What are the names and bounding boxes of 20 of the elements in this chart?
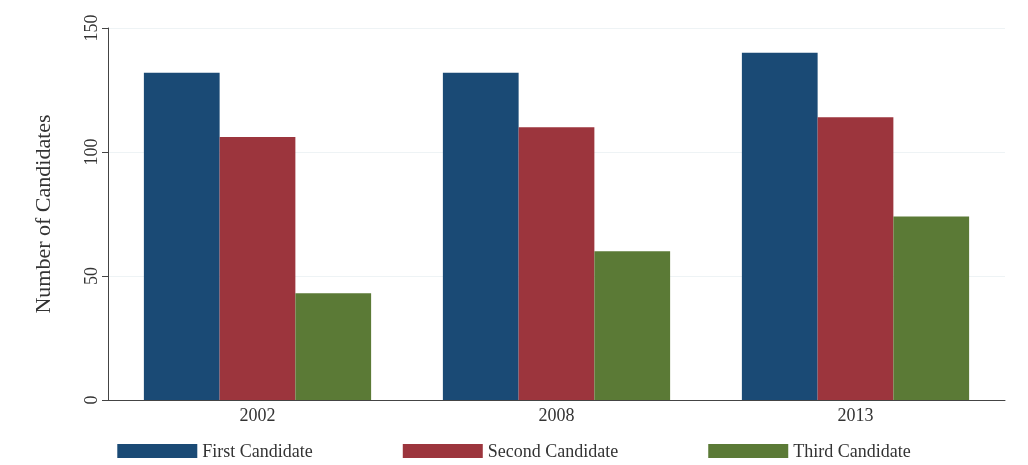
bar: [219, 137, 296, 400]
bar: [518, 127, 595, 400]
bar: [143, 72, 220, 400]
y-axis-title: Number of Candidates: [29, 114, 55, 314]
x-tick-label: 2008: [538, 405, 575, 425]
y-tick-label: 100: [81, 138, 101, 166]
bar: [741, 52, 818, 400]
bar: [442, 72, 519, 400]
bar: [817, 117, 894, 400]
legend-label: First Candidate: [202, 441, 313, 461]
legend-label: Second Candidate: [487, 441, 619, 461]
y-tick-label: 50: [81, 267, 101, 285]
x-tick-label: 2002: [239, 405, 276, 425]
bar: [893, 216, 970, 400]
y-tick-label: 0: [81, 395, 101, 405]
bar: [295, 293, 372, 400]
x-tick-label: 2013: [837, 405, 874, 425]
legend-label: Third Candidate: [793, 441, 911, 461]
y-tick-label: 150: [81, 14, 101, 42]
bar: [594, 251, 671, 400]
